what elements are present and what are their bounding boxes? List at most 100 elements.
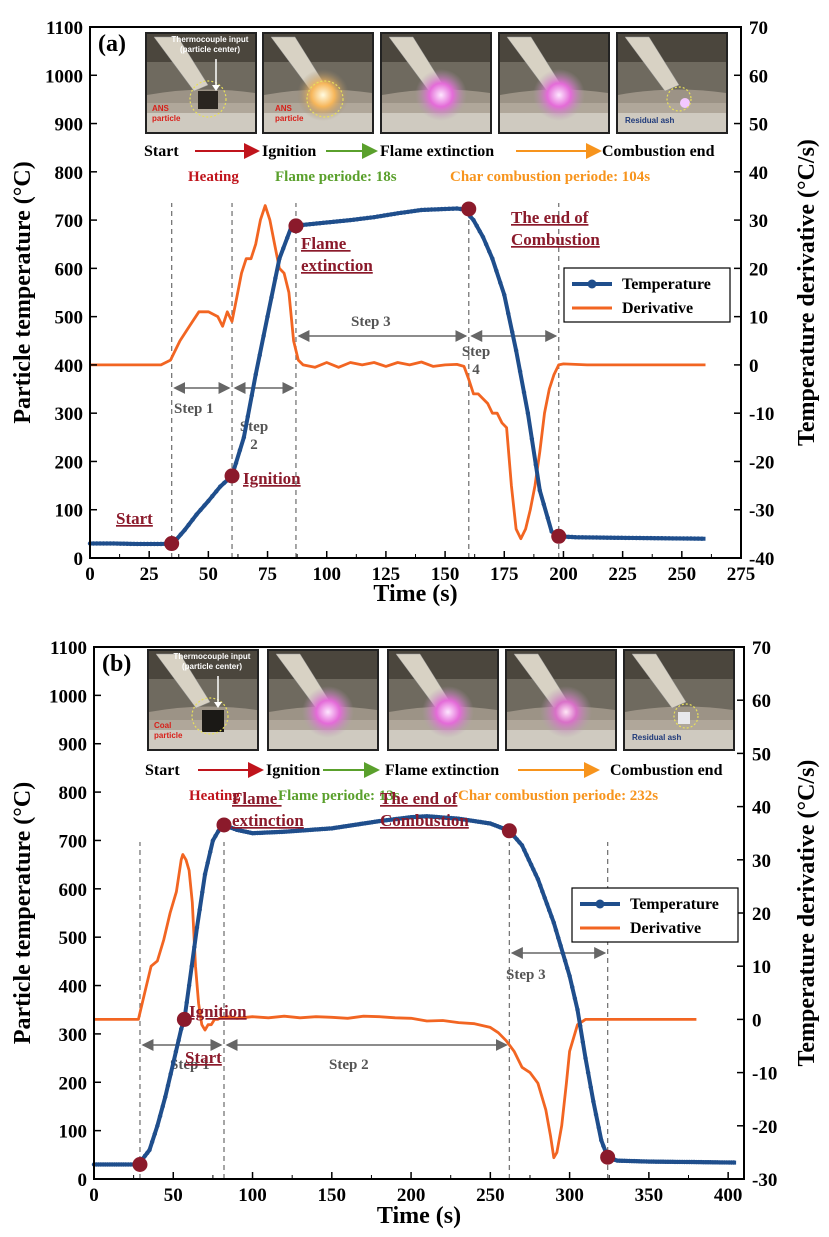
temperature-point <box>692 536 697 541</box>
particle-ring <box>666 86 692 112</box>
temperature-point <box>517 369 523 374</box>
temperature-point <box>273 275 278 281</box>
temperature-point <box>666 536 672 541</box>
temperature-point <box>210 838 216 843</box>
event-annotation: Flame extinction <box>301 234 373 275</box>
temperature-point <box>525 411 531 416</box>
temperature-point <box>141 541 147 547</box>
phase-label: Char combustion periode: 232s <box>458 788 658 804</box>
panel-label: (a) <box>98 31 126 57</box>
temperature-point <box>623 535 628 541</box>
legend: Temperature Derivative <box>563 267 731 323</box>
temperature-point <box>358 216 363 221</box>
temperature-point <box>533 462 538 467</box>
stage-label: Ignition <box>266 762 320 779</box>
photo-label: Thermocouple input <box>174 652 251 661</box>
photo-5: Residual ash <box>623 649 735 751</box>
y-tick-label: 700 <box>59 831 88 852</box>
x-tick-label: 250 <box>668 564 697 585</box>
temperature-point <box>114 541 120 546</box>
temperature-point <box>311 221 316 227</box>
y-tick-label: 300 <box>55 404 84 425</box>
photo-3 <box>387 649 499 751</box>
x-tick-label: 175 <box>490 564 519 585</box>
temperature-point <box>540 889 545 894</box>
chart-panel-b: Thermocouple input(particle center) Coalp… <box>10 638 820 1229</box>
thermocouple-holder <box>624 36 680 92</box>
photo-label: Residual ash <box>632 733 681 742</box>
temperature-point <box>375 214 380 219</box>
temperature-point <box>432 207 438 212</box>
y-tick-label: 800 <box>59 783 88 804</box>
photo-label: Residual ash <box>625 116 674 125</box>
y-tick-label: 900 <box>59 735 88 756</box>
temperature-point <box>128 541 133 547</box>
event-marker <box>176 1011 192 1027</box>
temperature-point <box>194 512 199 517</box>
temperature-point <box>138 541 143 547</box>
y2-tick-label: 20 <box>752 904 771 925</box>
temperature-point <box>214 489 219 494</box>
temperature-point <box>213 833 218 839</box>
temperature-point <box>528 862 534 867</box>
step-label: Step 3 <box>351 314 391 330</box>
series-temperature-line <box>90 206 706 546</box>
temperature-point <box>612 535 617 540</box>
x-tick-label: 100 <box>238 1185 267 1206</box>
y2-tick-label: 70 <box>749 18 768 39</box>
x-tick-label: 125 <box>372 564 401 585</box>
temperature-point <box>529 436 535 442</box>
y2-tick-label: 20 <box>749 259 768 280</box>
temperature-point <box>210 494 215 499</box>
flame-glow <box>533 69 585 121</box>
photo-3 <box>380 32 492 134</box>
y-tick-label: 900 <box>55 115 84 136</box>
temperature-point <box>596 1125 601 1130</box>
y2-tick-label: 60 <box>752 691 771 712</box>
stage-label: Combustion end <box>610 762 723 779</box>
temperature-point <box>570 985 575 990</box>
temperature-point <box>569 534 575 540</box>
temperature-point <box>314 221 319 226</box>
event-marker <box>551 528 567 544</box>
legend-box <box>563 267 731 323</box>
x-axis-label: Time (s) <box>377 1203 461 1229</box>
temperature-point <box>197 907 202 912</box>
y-tick-label: 800 <box>55 163 84 184</box>
temperature-point <box>131 541 137 547</box>
event-annotation: The end of Combustion <box>380 789 469 830</box>
x-tick-label: 275 <box>727 564 756 585</box>
temperature-point <box>249 393 254 398</box>
temperature-point <box>514 837 520 842</box>
y-tick-label: 100 <box>59 1122 88 1143</box>
legend-temperature-label: Temperature <box>622 276 711 293</box>
photo-4 <box>498 32 610 134</box>
x-tick-label: 25 <box>140 564 159 585</box>
temperature-point <box>681 536 686 541</box>
temperature-point <box>160 1104 165 1109</box>
step-label: Step 1 <box>170 1057 210 1073</box>
x-tick-label: 50 <box>199 564 218 585</box>
event-marker <box>132 1156 148 1172</box>
y-tick-label: 100 <box>55 501 84 522</box>
step-label: Step 4 <box>462 344 490 378</box>
temperature-point <box>351 217 356 222</box>
temperature-point <box>385 212 390 218</box>
event-marker <box>288 218 304 234</box>
temperature-point <box>580 535 585 540</box>
temperature-point <box>205 860 210 866</box>
temperature-point <box>526 857 531 862</box>
temperature-point <box>371 215 377 220</box>
photo-1: Thermocouple input(particle center) ANSpa… <box>145 32 257 134</box>
temperature-point <box>426 207 431 212</box>
y-tick-label: 1100 <box>46 18 83 39</box>
flame-glow <box>540 686 592 738</box>
y2-tick-label: 30 <box>749 211 768 232</box>
temperature-point <box>538 883 543 888</box>
x-tick-label: 225 <box>608 564 637 585</box>
flame-glow <box>415 69 467 121</box>
y2-axis-label: Temperature derivative (°C/s) <box>794 139 820 446</box>
temperature-point <box>395 211 400 216</box>
temperature-point <box>597 535 603 540</box>
